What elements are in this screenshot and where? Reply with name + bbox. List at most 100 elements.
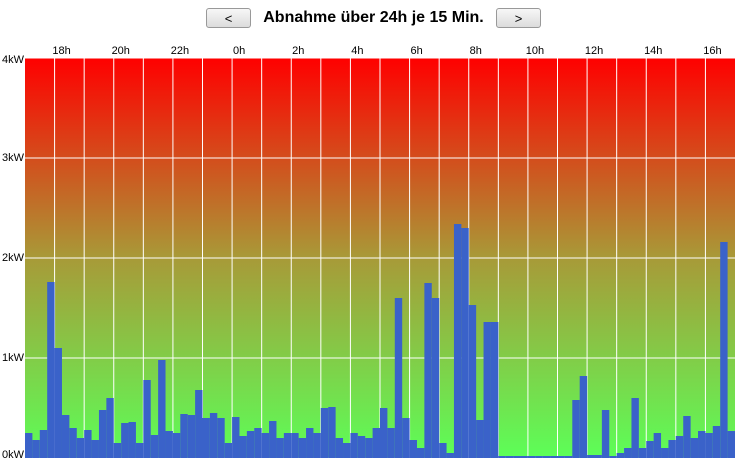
- y-tick-label: 3kW: [2, 152, 25, 164]
- bar: [498, 456, 506, 458]
- bar: [76, 438, 85, 458]
- bar: [461, 228, 469, 458]
- y-tick-label: 1kW: [2, 352, 25, 364]
- bar: [690, 438, 699, 458]
- bar: [579, 376, 588, 458]
- bar: [550, 456, 558, 458]
- bar: [254, 428, 262, 458]
- y-tick-label: 0kW: [2, 449, 25, 461]
- bar: [298, 438, 307, 458]
- bar: [224, 443, 233, 458]
- x-tick-label: 22h: [171, 45, 189, 57]
- bar: [661, 448, 669, 458]
- bar: [453, 224, 462, 458]
- bar: [61, 415, 70, 458]
- bar: [143, 380, 151, 458]
- bar: [91, 440, 99, 458]
- bar: [39, 430, 48, 458]
- bar: [195, 390, 203, 458]
- y-tick-label: 4kW: [2, 54, 25, 66]
- bar: [232, 417, 240, 458]
- bar: [165, 431, 173, 458]
- bar: [283, 433, 292, 458]
- bar: [646, 441, 654, 458]
- bar: [698, 431, 706, 458]
- bar: [261, 433, 270, 458]
- bar: [217, 418, 225, 458]
- bar: [527, 456, 536, 458]
- x-tick-label: 20h: [112, 45, 130, 57]
- bar: [69, 428, 77, 458]
- bar: [335, 438, 344, 458]
- bar: [720, 242, 728, 458]
- bar: [180, 414, 188, 458]
- bar: [372, 428, 380, 458]
- bar: [424, 283, 432, 458]
- bar: [409, 440, 417, 458]
- next-button[interactable]: >: [496, 8, 541, 28]
- bar: [609, 456, 617, 458]
- bar: [54, 348, 62, 458]
- bar: [187, 415, 196, 458]
- bar: [624, 448, 632, 458]
- bar: [113, 443, 122, 458]
- bar: [416, 448, 425, 458]
- bar: [32, 440, 40, 458]
- bar: [712, 426, 721, 458]
- bar: [158, 360, 166, 458]
- bar: [468, 305, 477, 458]
- bar: [520, 456, 528, 458]
- bar: [150, 435, 159, 458]
- bar: [343, 443, 351, 458]
- bar: [638, 448, 647, 458]
- bar: [320, 408, 329, 458]
- bar: [202, 418, 210, 458]
- bar: [431, 298, 440, 458]
- bar: [84, 430, 92, 458]
- bar: [542, 456, 551, 458]
- bar: [47, 282, 55, 458]
- x-tick-label: 2h: [292, 45, 304, 57]
- bar: [601, 410, 610, 458]
- bar: [476, 420, 484, 458]
- bar: [209, 413, 218, 458]
- bar: [535, 456, 543, 458]
- bar: [313, 433, 321, 458]
- bar: [402, 418, 410, 458]
- bar: [483, 322, 491, 458]
- bar: [25, 433, 33, 458]
- x-tick-label: 4h: [351, 45, 363, 57]
- bar: [557, 456, 565, 458]
- bar: [365, 438, 373, 458]
- bar: [328, 407, 336, 458]
- bar: [631, 398, 639, 458]
- bar: [572, 400, 580, 458]
- prev-button[interactable]: <: [206, 8, 251, 28]
- bar: [387, 428, 395, 458]
- bar: [306, 428, 314, 458]
- bar: [128, 422, 136, 458]
- bar: [276, 438, 284, 458]
- bar: [172, 433, 181, 458]
- x-tick-label: 0h: [233, 45, 245, 57]
- bar: [380, 408, 388, 458]
- bar: [357, 436, 366, 458]
- bar: [350, 433, 358, 458]
- bar: [683, 416, 691, 458]
- bar: [513, 456, 521, 458]
- bar: [135, 443, 144, 458]
- x-tick-label: 6h: [410, 45, 422, 57]
- bar: [594, 455, 602, 458]
- bar: [616, 453, 625, 458]
- x-tick-label: 16h: [703, 45, 721, 57]
- bar: [653, 433, 662, 458]
- x-tick-label: 14h: [644, 45, 662, 57]
- x-tick-label: 18h: [52, 45, 70, 57]
- bar: [239, 436, 247, 458]
- bar: [446, 453, 454, 458]
- x-tick-label: 8h: [470, 45, 482, 57]
- bar: [121, 423, 129, 458]
- bar: [246, 431, 255, 458]
- bar: [564, 456, 573, 458]
